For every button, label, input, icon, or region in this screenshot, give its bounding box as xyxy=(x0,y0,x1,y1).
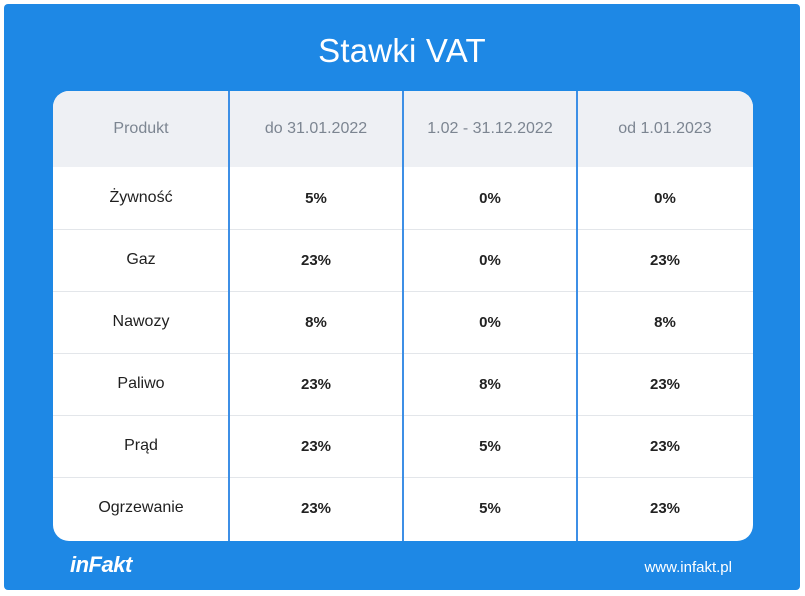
header-cell: od 1.01.2023 xyxy=(618,120,712,137)
rate-cell: 23% xyxy=(300,251,332,269)
page-title: Stawki VAT xyxy=(318,32,486,69)
rate-cell: 0% xyxy=(479,251,501,269)
column-divider xyxy=(402,91,404,541)
rate-cell: 8% xyxy=(654,313,676,331)
rate-cell: 23% xyxy=(300,437,332,455)
header-cell: Produkt xyxy=(113,120,169,137)
vat-rates-table: Produkt do 31.01.2022 1.02 - 31.12.2022 od … xyxy=(53,91,753,541)
rate-cell: 8% xyxy=(479,375,501,393)
rate-cell: 5% xyxy=(479,499,501,517)
product-cell: Nawozy xyxy=(112,313,170,330)
rate-cell: 23% xyxy=(649,437,681,455)
rate-cell: 0% xyxy=(479,189,501,207)
rate-cell: 23% xyxy=(649,251,681,269)
infakt-logo: inFakt xyxy=(70,552,132,577)
rate-cell: 23% xyxy=(649,499,681,517)
column-divider xyxy=(576,91,578,541)
column-divider xyxy=(228,91,230,541)
rate-cell: 23% xyxy=(649,375,681,393)
product-cell: Gaz xyxy=(126,251,156,268)
product-cell: Żywność xyxy=(109,189,173,206)
product-cell: Ogrzewanie xyxy=(98,499,184,516)
rate-cell: 23% xyxy=(300,499,332,517)
rate-cell: 5% xyxy=(305,189,327,207)
infographic-frame: Stawki VAT Produkt do 31.01.2022 1.02 - 31… xyxy=(4,4,800,590)
product-cell: Paliwo xyxy=(117,375,165,392)
header-cell: do 31.01.2022 xyxy=(264,120,368,137)
rate-cell: 0% xyxy=(479,313,501,331)
rate-cell: 8% xyxy=(305,313,327,331)
rate-cell: 23% xyxy=(300,375,332,393)
product-cell: Prąd xyxy=(124,437,158,454)
rate-cell: 0% xyxy=(654,189,676,207)
rate-cell: 5% xyxy=(479,437,501,455)
header-cell: 1.02 - 31.12.2022 xyxy=(427,120,553,137)
website-url: www.infakt.pl xyxy=(644,559,732,576)
